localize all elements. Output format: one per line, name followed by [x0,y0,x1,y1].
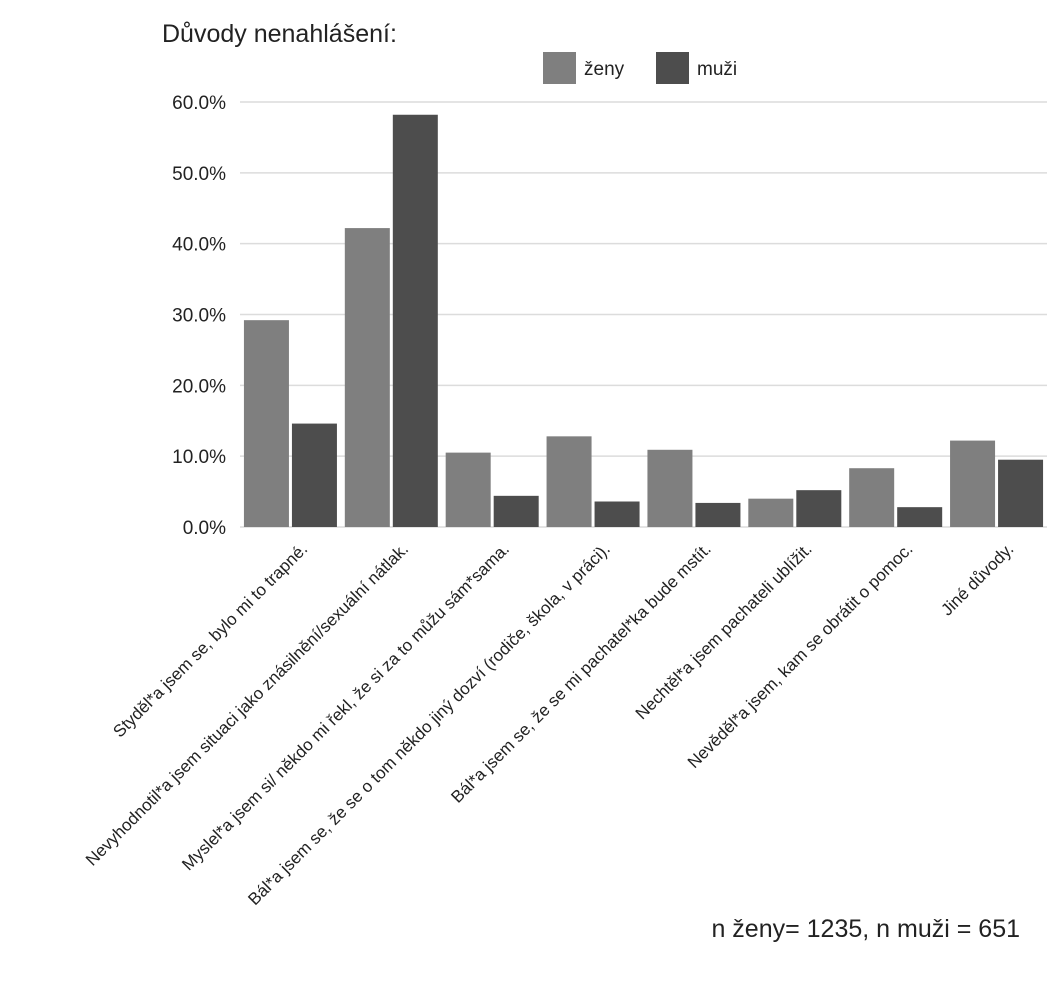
bar-zeny [344,228,390,528]
x-category-label: Bál*a jsem se, že se o tom někdo jiný do… [244,539,614,909]
legend: ženy muži [543,52,737,84]
legend-label-zeny: ženy [584,59,625,80]
x-category-label: Nechtěl*a jsem pachateli ublížit. [632,539,816,723]
sample-size-note: n ženy= 1235, n muži = 651 [711,915,1020,943]
bar-muzi [695,502,741,527]
x-category-label: Styděl*a jsem se, bylo mi to trapné. [109,539,311,741]
legend-swatch-zeny [543,52,576,84]
bar-zeny [546,436,592,527]
bar-muzi [998,459,1044,527]
y-tick-label: 0.0% [183,518,226,539]
chart-title: Důvody nenahlášení: [162,20,397,48]
y-tick-label: 10.0% [172,447,226,468]
x-category-label: Jiné důvody. [937,539,1017,619]
bar-muzi [291,423,337,527]
bar-zeny [243,320,289,527]
y-axis: 0.0% 10.0% 20.0% 30.0% 40.0% 50.0% 60.0% [172,93,226,539]
legend-swatch-muzi [656,52,689,84]
y-tick-label: 20.0% [172,376,226,397]
y-tick-label: 60.0% [172,93,226,114]
bar-muzi [392,114,438,527]
x-axis: Styděl*a jsem se, bylo mi to trapné.Nevy… [82,539,1017,909]
bar-muzi [796,490,842,527]
legend-label-muzi: muži [697,59,737,80]
bar-muzi [493,495,539,527]
bar-zeny [950,440,996,527]
bar-zeny [647,449,693,527]
x-category-label: Myslel*a jsem si/ někdo mi řekl, že si z… [178,539,513,874]
bars [243,114,1044,528]
y-tick-label: 40.0% [172,235,226,256]
y-tick-label: 30.0% [172,306,226,327]
bar-zeny [748,498,794,527]
bar-muzi [594,501,640,527]
y-tick-label: 50.0% [172,164,226,185]
bar-zeny [445,452,491,527]
bar-muzi [897,507,943,527]
bar-zeny [849,468,895,527]
x-category-label: Nevěděl*a jsem, kam se obrátit o pomoc. [684,539,917,772]
